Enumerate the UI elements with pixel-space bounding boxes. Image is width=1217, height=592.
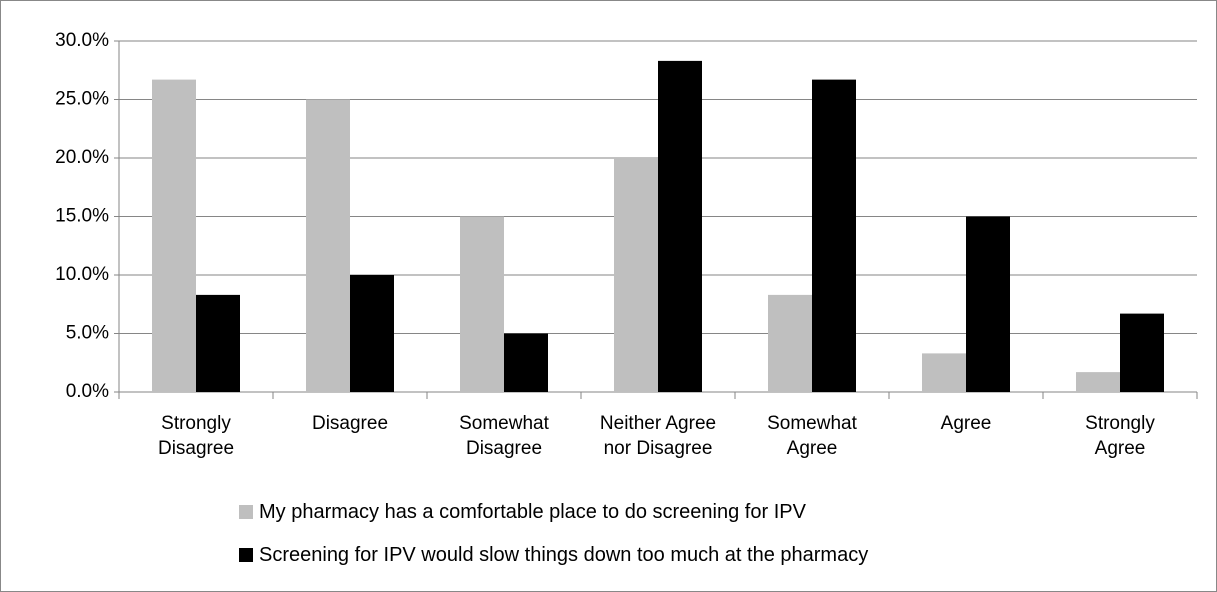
y-tick-label: 25.0% <box>55 89 109 110</box>
x-tick-label: Strongly Disagree <box>157 413 235 459</box>
x-tick-label: Strongly Agree <box>1085 413 1155 459</box>
x-tick-label: Somewhat Agree <box>767 413 857 459</box>
bar <box>196 294 240 392</box>
x-tick-label: Agree <box>940 413 992 434</box>
bar <box>922 353 966 392</box>
bar <box>966 216 1010 392</box>
x-tick-label: Neither Agree nor Disagree <box>599 413 717 459</box>
bar <box>504 333 548 392</box>
legend-swatch <box>239 548 253 562</box>
x-tick-label: Somewhat Disagree <box>459 413 549 459</box>
bar <box>614 158 658 392</box>
bar <box>812 79 856 393</box>
bar <box>350 275 394 392</box>
bar <box>658 60 702 392</box>
bar <box>306 99 350 392</box>
legend-item: Screening for IPV would slow things down… <box>239 544 868 567</box>
y-tick-label: 5.0% <box>66 323 109 344</box>
x-tick-label: Disagree <box>311 413 389 434</box>
y-tick-label: 30.0% <box>55 30 109 51</box>
legend-label: Screening for IPV would slow things down… <box>259 544 869 566</box>
y-tick-label: 20.0% <box>55 147 109 168</box>
legend-label: My pharmacy has a comfortable place to d… <box>259 501 806 523</box>
legend-swatch <box>239 505 253 519</box>
y-tick-label: 15.0% <box>55 206 109 227</box>
bar <box>152 79 196 393</box>
bar <box>460 216 504 392</box>
bar <box>768 294 812 392</box>
y-tick-label: 0.0% <box>66 381 109 402</box>
y-tick-label: 10.0% <box>55 264 109 285</box>
bar <box>1120 313 1164 392</box>
bar <box>1076 372 1120 392</box>
legend-item: My pharmacy has a comfortable place to d… <box>239 501 806 524</box>
